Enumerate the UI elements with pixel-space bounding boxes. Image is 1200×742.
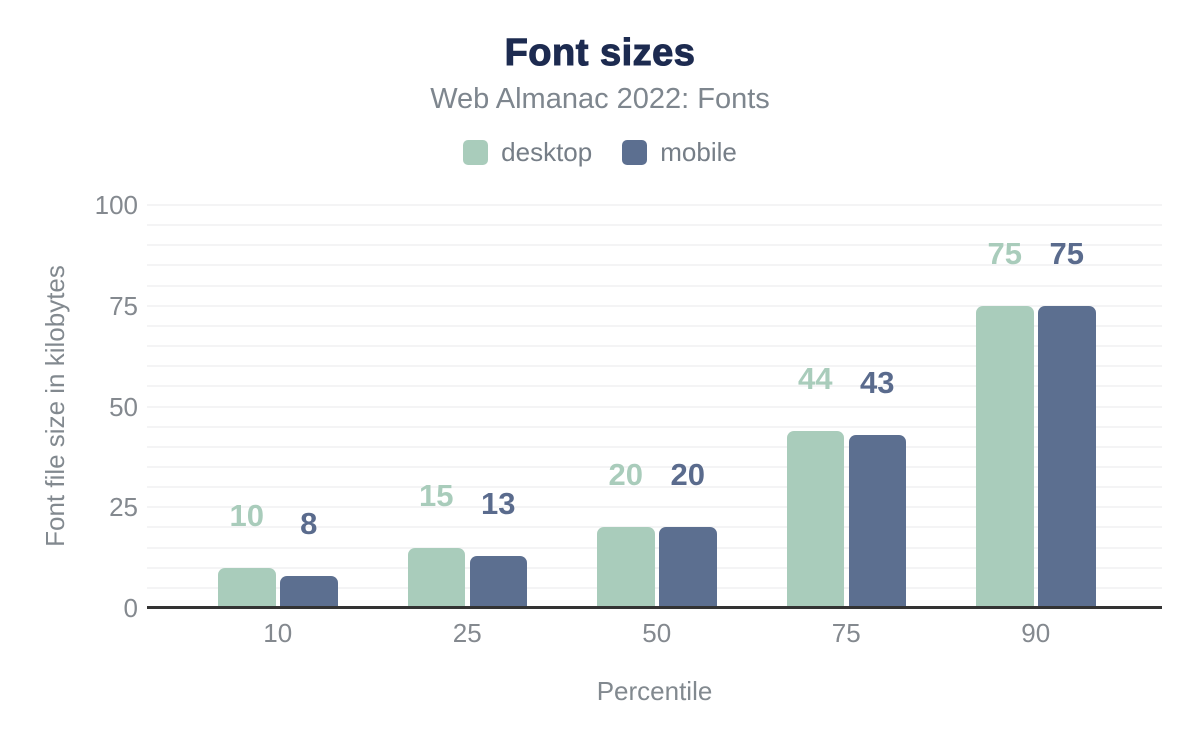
gridline (147, 244, 1162, 247)
y-tick-label: 100 (94, 190, 138, 220)
y-tick-label: 50 (109, 391, 138, 422)
value-label-mobile-p90: 75 (1049, 235, 1084, 271)
value-label-mobile-p50: 20 (670, 457, 705, 493)
gridline (147, 284, 1162, 287)
y-tick-label: 0 (123, 593, 138, 623)
value-label-mobile-p10: 8 (300, 505, 318, 541)
gridline (147, 204, 1162, 206)
bar-desktop-p50 (597, 527, 655, 608)
value-label-mobile-p25: 13 (481, 485, 516, 521)
gridline (147, 405, 1162, 408)
gridline (147, 465, 1162, 468)
x-axis-line (147, 606, 1162, 609)
x-tick-label: 75 (831, 618, 861, 648)
value-label-desktop-p75: 44 (798, 360, 833, 396)
legend-item-desktop: desktop (463, 138, 592, 166)
x-tick-label: 90 (1021, 618, 1051, 648)
bar-mobile-p10 (280, 575, 338, 608)
legend: desktop mobile (0, 138, 1200, 166)
bar-mobile-p25 (469, 555, 527, 608)
gridline (147, 304, 1162, 307)
value-label-desktop-p50: 20 (608, 457, 643, 493)
chart-title: Font sizes (504, 31, 696, 74)
bar-desktop-p25 (407, 547, 465, 608)
gridline (147, 526, 1162, 529)
legend-item-mobile: mobile (622, 138, 737, 166)
gridline (147, 486, 1162, 489)
gridline (147, 425, 1162, 428)
gridline (147, 264, 1162, 267)
value-label-desktop-p25: 15 (419, 477, 454, 513)
gridline (147, 224, 1162, 227)
bar-mobile-p50 (659, 527, 717, 608)
bar-desktop-p90 (976, 305, 1034, 608)
gridline (147, 324, 1162, 327)
x-tick-label: 10 (263, 618, 293, 648)
legend-swatch-desktop (463, 139, 489, 165)
x-tick-label: 25 (452, 618, 482, 648)
bar-desktop-p75 (786, 430, 844, 608)
gridline (147, 546, 1162, 549)
gridline (147, 506, 1162, 509)
y-tick-label: 75 (109, 290, 138, 321)
legend-label-desktop: desktop (501, 137, 593, 167)
legend-swatch-mobile (622, 139, 648, 165)
gridline (147, 445, 1162, 448)
value-label-desktop-p10: 10 (229, 497, 264, 533)
value-label-mobile-p75: 43 (860, 364, 895, 400)
gridline (147, 566, 1162, 569)
x-tick-label: 50 (642, 618, 672, 648)
value-label-desktop-p90: 75 (987, 235, 1022, 271)
gridline (147, 365, 1162, 368)
gridline (147, 586, 1162, 589)
x-axis-title: Percentile (596, 676, 713, 706)
bar-mobile-p90 (1038, 305, 1096, 608)
bar-desktop-p10 (218, 567, 276, 608)
y-tick-label: 25 (109, 492, 138, 523)
legend-label-mobile: mobile (660, 137, 737, 167)
chart-subtitle: Web Almanac 2022: Fonts (430, 83, 770, 115)
gridline (147, 345, 1162, 348)
bar-mobile-p75 (848, 434, 906, 608)
gridline (147, 385, 1162, 388)
